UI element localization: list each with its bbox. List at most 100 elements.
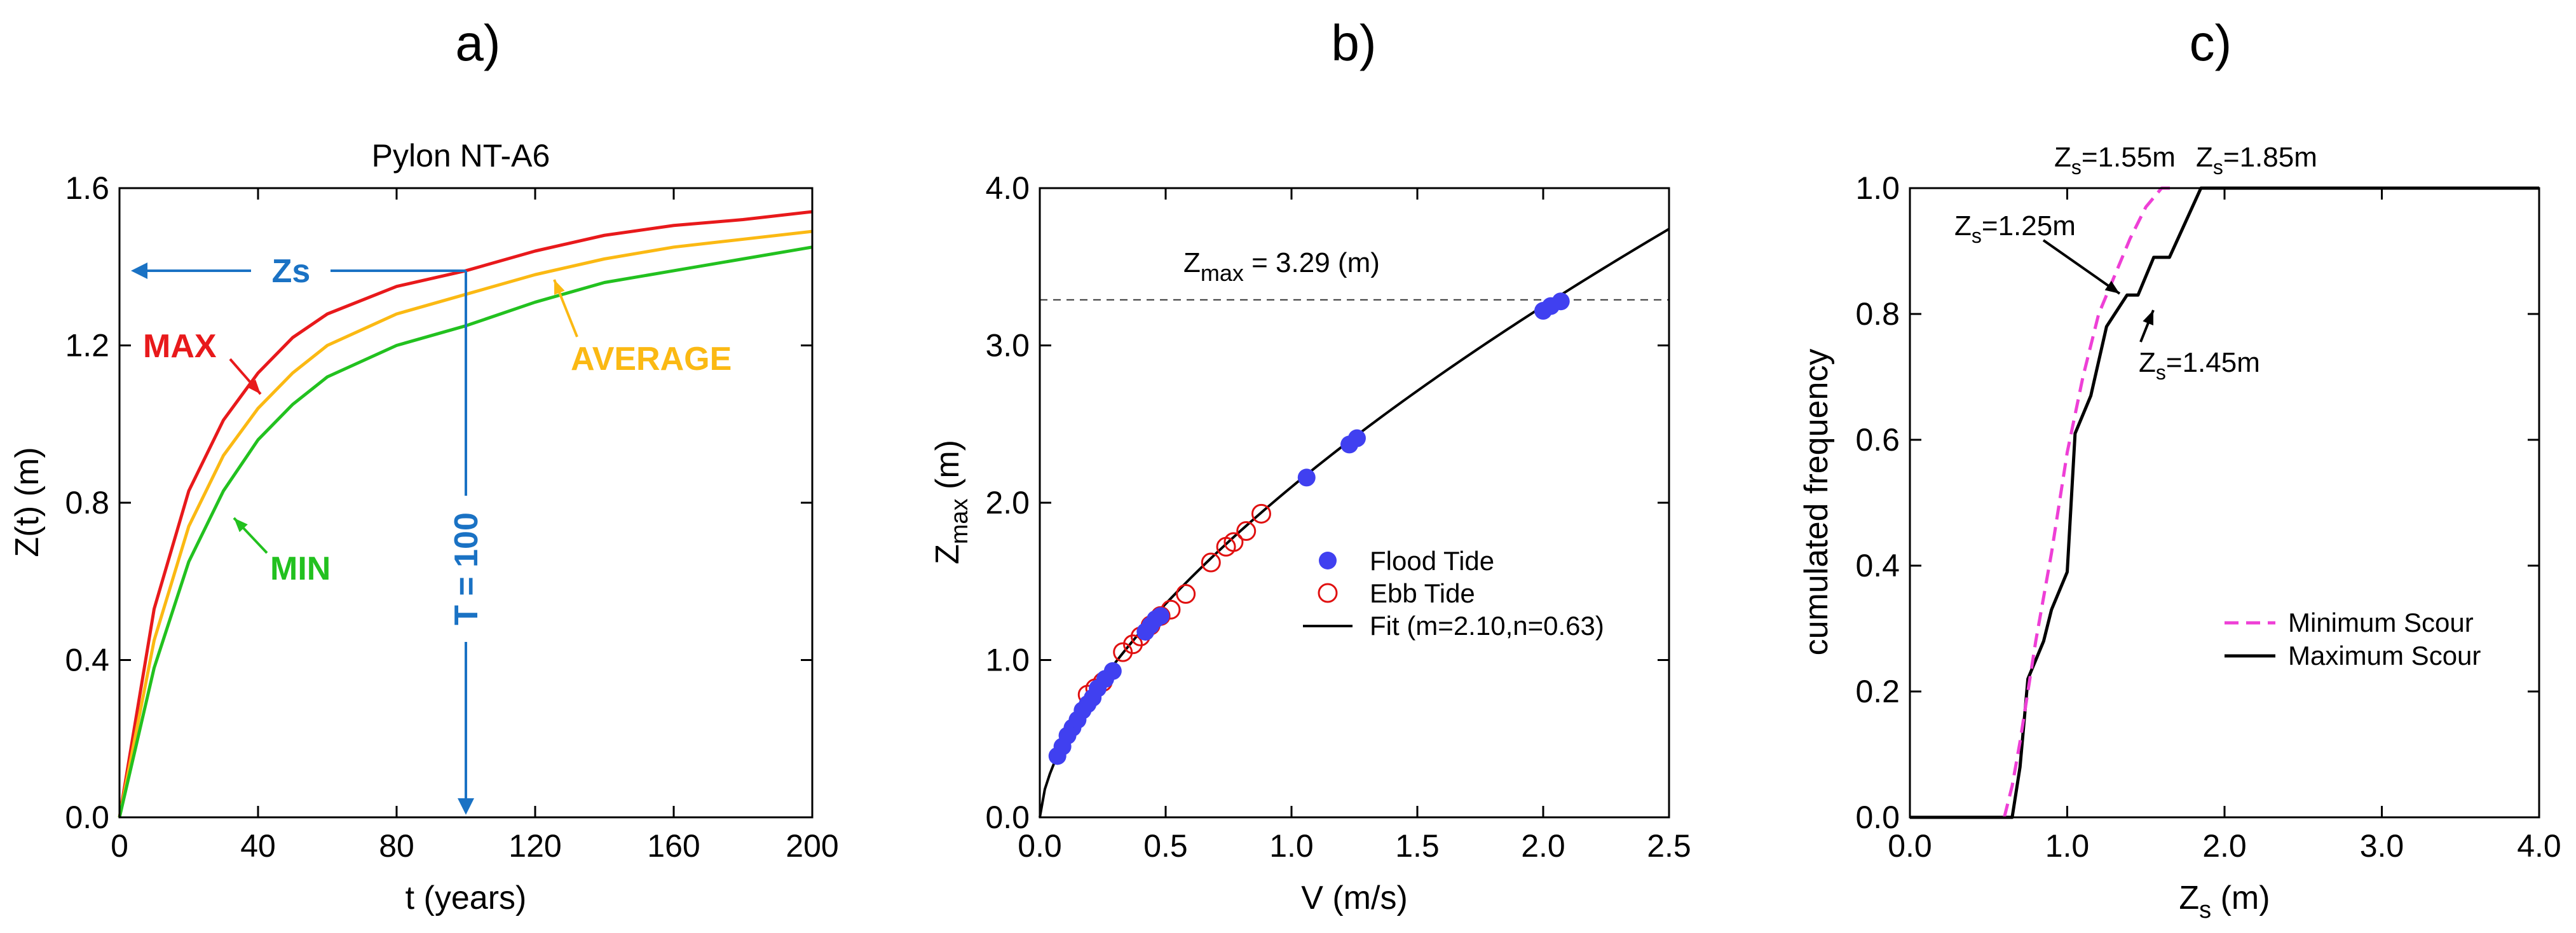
panel-b-xlabel: V (m/s) (1301, 880, 1408, 916)
panel-c-xtick-label: 4.0 (2517, 828, 2561, 864)
panel-c-ylabel: cumulated frequency (1798, 349, 1835, 656)
panel-b-letter: b) (1331, 15, 1376, 71)
period-label: T = 100 (448, 512, 485, 625)
panel-b-legend: Flood Tide Ebb Tide Fit (m=2.10,n=0.63) (1303, 546, 1604, 641)
annotation-zs-155: Zs=1.55m (2054, 142, 2176, 179)
panel-b-xtick-label: 0.5 (1143, 828, 1188, 864)
panel-c-ytick-label: 0.8 (1855, 296, 1900, 332)
panel-a-xtick-label: 200 (786, 828, 838, 864)
panel-c-plot (1910, 186, 2539, 819)
ebb-tide-point (1223, 532, 1244, 552)
panel-c: c) 0.0 1.0 2.0 3.0 4.0 0.0 0.2 0.4 0.6 0.8 1.0 Zs … (1798, 15, 2561, 923)
panel-c-ytick-label: 0.0 (1855, 800, 1900, 835)
panel-a-xtick-label: 160 (647, 828, 700, 864)
panel-b-xtick-label: 2.5 (1647, 828, 1691, 864)
flood-tide-point (1103, 662, 1122, 680)
panel-a-xtick-label: 80 (379, 828, 414, 864)
panel-a-xtick-label: 120 (508, 828, 561, 864)
minimum-scour-line (2003, 186, 2177, 818)
panel-b-ytick-label: 4.0 (985, 170, 1030, 206)
panel-c-xtick-label: 1.0 (2045, 828, 2090, 864)
flood-tide-point (1551, 292, 1570, 311)
panel-b-ytick-label: 1.0 (985, 643, 1030, 678)
panel-a-ylabel: Z(t) (m) (9, 447, 46, 557)
ebb-tide-point (1176, 584, 1196, 604)
panel-b-xtick-label: 2.0 (1521, 828, 1565, 864)
panel-a-frame (118, 187, 814, 819)
panel-a-curves (118, 210, 813, 818)
series-max-line (118, 210, 813, 818)
maximum-scour-line (1910, 186, 2539, 819)
legend-min-scour-label: Minimum Scour (2288, 608, 2474, 637)
average-pointer-head (554, 280, 565, 295)
zs-125-pointer (2042, 239, 2121, 295)
panel-b-xtick-label: 1.0 (1269, 828, 1314, 864)
min-label: MIN (270, 550, 331, 587)
average-label: AVERAGE (571, 341, 732, 378)
panel-a-title: Pylon NT-A6 (372, 138, 550, 174)
legend-flood-label: Flood Tide (1370, 546, 1494, 576)
panel-a-letter: a) (455, 15, 500, 71)
panel-a-ytick-label: 0.4 (65, 643, 109, 678)
zs-arrow-head (131, 262, 147, 279)
panel-a-ytick-label: 1.6 (65, 170, 109, 206)
panel-a-ytick-label: 0.0 (65, 800, 109, 835)
series-average-line (118, 229, 813, 818)
panel-c-xtick-label: 0.0 (1888, 828, 1932, 864)
max-pointer-head (247, 379, 261, 394)
zmax-label: Zmax = 3.29 (m) (1183, 247, 1380, 286)
panel-b-ytick-label: 3.0 (985, 328, 1030, 364)
flood-tide-point (1297, 468, 1316, 487)
panel-c-ytick-label: 0.4 (1855, 548, 1900, 583)
max-label: MAX (143, 328, 217, 365)
ebb-tide-point (1251, 503, 1271, 524)
panel-c-legend: Minimum Scour Maximum Scour (2225, 608, 2481, 671)
panel-b-xtick-label: 1.5 (1395, 828, 1440, 864)
panel-c-ticks: 0.0 1.0 2.0 3.0 4.0 0.0 0.2 0.4 0.6 0.8 1.0 (1855, 170, 2561, 864)
panel-c-frame (1909, 187, 2540, 819)
panel-a-xtick-label: 40 (240, 828, 276, 864)
panel-b-plot (1039, 228, 1670, 818)
panel-a-ytick-label: 1.2 (65, 328, 109, 364)
panel-b-frame (1039, 187, 1670, 819)
panel-a-ytick-label: 0.8 (65, 485, 109, 521)
legend-ebb-marker (1318, 583, 1338, 603)
legend-fit-label: Fit (m=2.10,n=0.63) (1370, 611, 1604, 641)
series-min-line (118, 245, 813, 818)
legend-max-scour-label: Maximum Scour (2288, 641, 2481, 671)
panel-a-ticks: 0 40 80 120 160 200 0.0 0.4 0.8 1.2 1.6 (65, 170, 838, 864)
panel-c-xtick-label: 3.0 (2360, 828, 2404, 864)
panel-a-annotations: Zs T = 100 MAX AVERAGE MIN (131, 253, 732, 815)
panel-a-xtick-label: 0 (111, 828, 128, 864)
panel-c-xtick-label: 2.0 (2202, 828, 2247, 864)
panel-c-ytick-label: 0.6 (1855, 422, 1900, 458)
panel-c-xlabel: Zs (m) (2179, 880, 2270, 923)
zs-145-pointer-head (2143, 310, 2153, 325)
ebb-tide-point (1113, 642, 1133, 662)
annotation-zs-125: Zs=1.25m (1954, 210, 2076, 247)
panel-c-ytick-label: 1.0 (1855, 170, 1900, 206)
panel-a: a) Pylon NT-A6 0 40 80 120 160 200 0.0 0.4 0.8 1.… (9, 15, 839, 916)
annotation-zs-185: Zs=1.85m (2196, 142, 2317, 179)
panel-b: b) 0.0 0.5 1.0 1.5 2.0 2.5 0.0 1.0 2.0 3.0 4.0 V (… (929, 15, 1691, 916)
zs-label: Zs (272, 253, 311, 290)
period-arrow-head (458, 798, 474, 815)
flood-tide-point (1347, 429, 1366, 447)
legend-flood-marker (1319, 552, 1337, 569)
annotation-zs-145: Zs=1.45m (2139, 347, 2260, 384)
panel-b-ylabel: Zmax (m) (929, 440, 973, 564)
legend-ebb-label: Ebb Tide (1370, 578, 1475, 608)
fit-curve (1039, 228, 1670, 818)
ebb-tide-point (1201, 552, 1221, 573)
panel-b-xtick-label: 0.0 (1018, 828, 1062, 864)
panel-b-ytick-label: 0.0 (985, 800, 1030, 835)
panel-c-letter: c) (2190, 15, 2232, 71)
panel-a-xlabel: t (years) (405, 880, 527, 916)
flood-tide-point (1152, 607, 1170, 625)
panel-b-ytick-label: 2.0 (985, 485, 1030, 521)
panel-c-ytick-label: 0.2 (1855, 674, 1900, 709)
zs-125-pointer-head (2104, 280, 2120, 294)
ebb-tide-point (1236, 521, 1257, 541)
min-pointer-head (234, 518, 248, 533)
